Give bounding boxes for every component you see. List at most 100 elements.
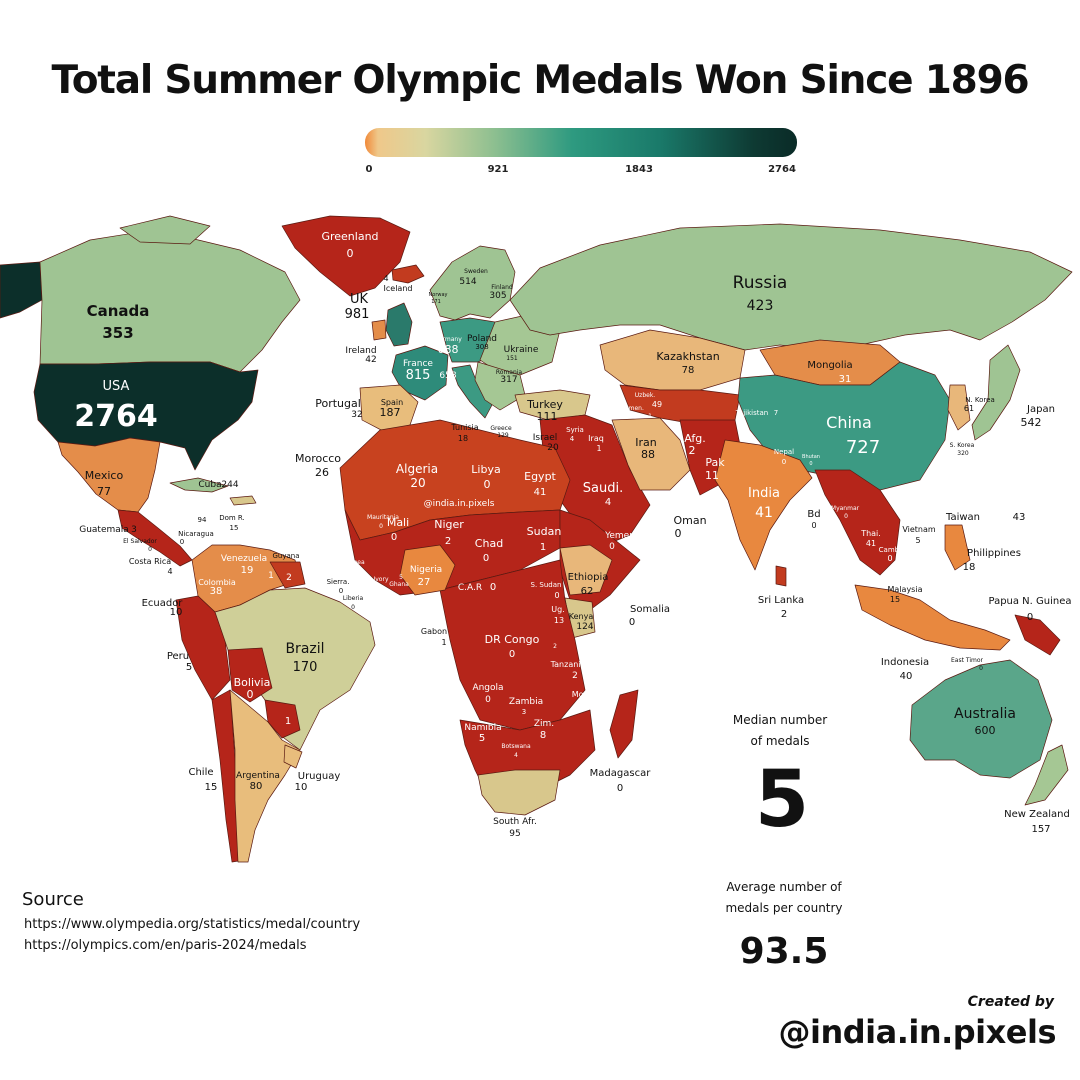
label-oman-value: 0 [675,527,682,540]
label-domrep-name: Dom R. [219,514,245,522]
label-ghana-name: Ghana [389,581,409,588]
label-argentina-name: Argentina [236,771,280,781]
color-scale-legend [365,128,797,157]
label-mauritania-name: Mauritania [367,514,399,521]
label-afg-value: 2 [689,444,696,457]
world-map: Canada 353 Greenland 0 4 Iceland USA 276… [0,215,1073,863]
label-nigeria-name: Nigeria [410,565,442,575]
label-iran-value: 88 [641,448,655,461]
label-somalia-value: 0 [629,617,635,628]
srilanka-shape [775,565,787,587]
central-africa-shape [439,559,586,731]
label-nz-value: 157 [1031,824,1050,835]
label-madagascar-value: 0 [617,783,623,794]
label-germany-value: 688 [438,343,459,356]
label-australia-name: Australia [954,706,1016,722]
average-value: 93.5 [739,931,829,972]
iceland-shape [391,264,425,284]
label-skorea-name: S. Korea [950,442,975,449]
source-link-olympedia[interactable]: https://www.olympedia.org/statistics/med… [24,917,361,932]
label-nz-name: New Zealand [1004,809,1070,820]
credit-label: Created by [967,994,1054,1010]
label-chad-value: 0 [483,553,489,564]
label-ukraine-value: 151 [506,355,518,362]
label-camb-value: 0 [887,554,892,563]
label-iran-name: Iran [635,436,657,449]
label-gabon-value: 1 [441,638,446,647]
label-egypt-name: Egypt [524,470,556,483]
label-namibia-name: Namibia [464,723,501,733]
label-ghana-value: 5 [399,574,403,581]
label-botswana-value: 4 [514,752,518,759]
legend-tick-3: 2764 [768,164,796,175]
ethiopia-shape [559,544,613,596]
label-malaysia-name: Malaysia [888,585,923,594]
label-russia-value: 423 [747,298,774,314]
label-drcongo-value: 0 [509,649,515,660]
label-taiwan-name: Taiwan [945,512,980,523]
canada-islands-shape [119,215,211,245]
label-bolivia-value: 0 [247,688,254,701]
label-png-name: Papua N. Guinea [988,596,1071,607]
japan-shape [971,344,1021,441]
canada-shape [39,231,301,373]
label-botswana-name: Botswana [501,743,531,750]
label-colombia-value: 38 [210,586,223,597]
label-ethiopia-name: Ethiopia [568,572,609,583]
label-cuba-name: Cuba [198,480,221,490]
label-finland-value: 305 [489,291,506,301]
png-shape [1014,614,1061,656]
label-peru-name: Peru [167,651,189,662]
label-tunisia-value: 18 [458,434,468,443]
label-australia-value: 600 [975,724,996,737]
label-vietnam-value: 5 [915,536,920,545]
label-france-name: France [403,359,433,369]
median-label: Median number of medals [710,710,850,752]
label-indonesia-name: Indonesia [881,657,929,668]
label-car-name: C.A.R [458,583,482,593]
label-elsalvador-value: 0 [148,546,152,553]
label-uk-name: UK [350,292,369,307]
label-sierra-value: 0 [339,587,343,595]
france-shape [391,345,449,401]
label-germany-name: Germany [434,336,462,343]
label-drcongo-name: DR Congo [485,633,540,646]
label-liberia-name: Liberia [343,595,364,602]
label-elsalvador-name: El Salvador [123,538,157,545]
label-moz-name: Moz. [572,690,591,699]
label-canada-value: 353 [102,324,133,342]
label-algeria-value: 20 [410,476,425,490]
label-yemen-name: Yemen [604,531,635,541]
label-greenland-value: 0 [347,247,354,260]
label-portugal-name: Portugal [315,397,361,410]
label-sudan-value: 1 [540,542,546,553]
label-easttimor-name: East Timor [951,657,984,664]
label-sweden-name: Sweden [464,268,488,275]
median-label-line1: Median number [732,713,828,727]
label-israel-name: Israel [533,433,558,443]
label-domrep-value: 15 [230,524,239,532]
source-link-olympics[interactable]: https://olympics.com/en/paris-2024/medal… [24,938,307,953]
label-philippines-name: Philippines [967,548,1021,559]
label-iraq-value: 1 [596,444,601,453]
label-uzbek-value: 49 [652,400,662,409]
label-chile-name: Chile [188,767,213,778]
label-kenya-name: Kenya [569,612,594,621]
label-mexico-value: 77 [97,485,111,498]
label-bolivia-name: Bolivia [234,676,271,689]
label-mongolia-value: 31 [839,374,852,385]
label-zambia-name: Zambia [509,697,543,707]
label-iraq-name: Iraq [588,434,604,443]
label-saudi-name: Saudi. [583,481,623,496]
label-suriname-value: 2 [286,573,292,583]
label-ssudan-name: S. Sudan [531,581,562,589]
se-asia-shape [814,469,901,576]
label-bd-value: 0 [811,521,816,530]
label-philippines-value: 18 [963,562,976,573]
label-malaysia-value: 15 [890,595,900,604]
label-morocco-value: 26 [315,466,329,479]
label-uganda-name: Ug. [551,605,564,614]
label-ireland-value: 42 [365,355,376,365]
label-afg-name: Afg. [684,432,705,445]
label-kazakhstan-value: 78 [682,365,695,376]
